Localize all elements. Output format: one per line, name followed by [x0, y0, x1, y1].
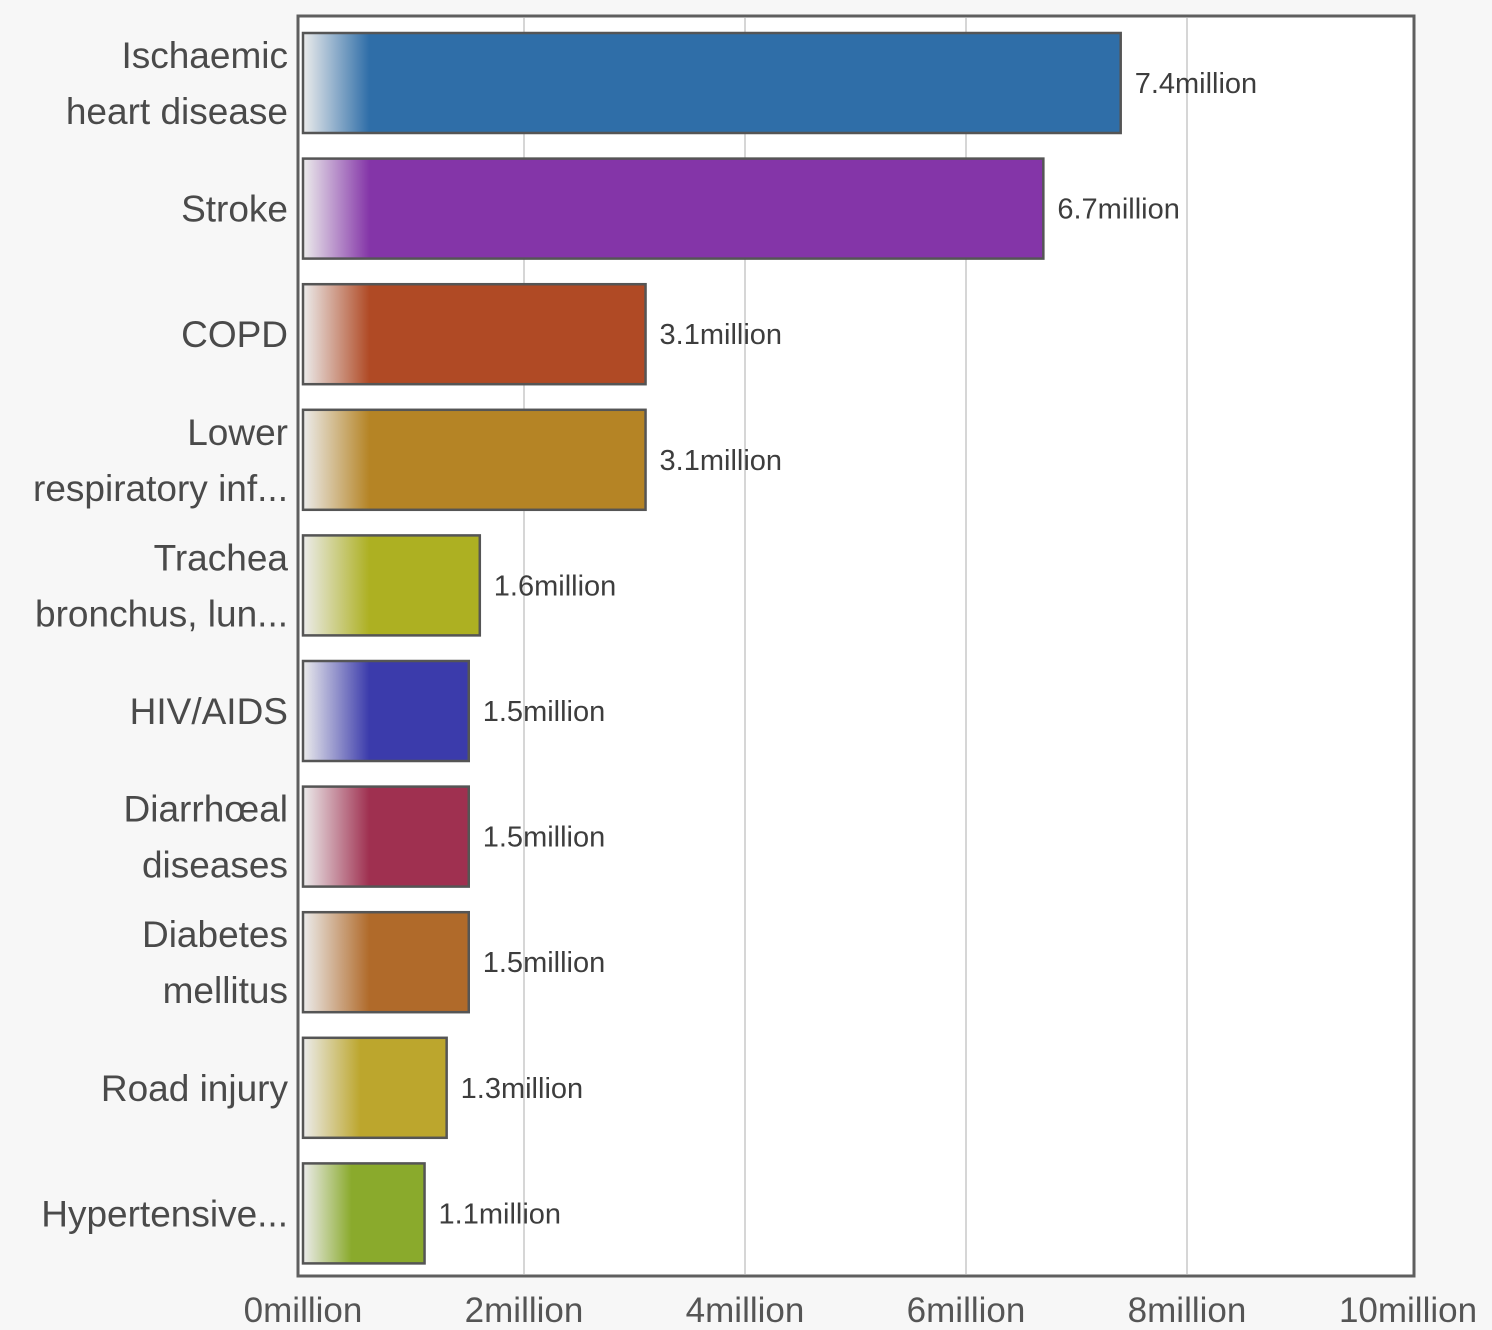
- bar-value-label: 7.4million: [1135, 68, 1258, 100]
- bar-value-label: 6.7million: [1057, 194, 1180, 226]
- bar-value-label: 1.6million: [494, 570, 617, 602]
- x-axis-tick-labels: 0million 2million 4million 6million 8million…: [244, 1291, 1477, 1330]
- bar-value-label: 1.3million: [461, 1073, 584, 1105]
- bar: [301, 31, 1122, 135]
- x-tick-label: 6million: [907, 1291, 1026, 1325]
- category-label: heart disease: [66, 91, 288, 132]
- bar-value-label: 1.5million: [483, 822, 606, 854]
- category-label: Lower: [187, 412, 288, 453]
- bar: [301, 1036, 448, 1140]
- category-label: Diabetes: [142, 914, 288, 955]
- category-label: COPD: [181, 314, 288, 355]
- category-labels: Ischaemic heart disease Stroke COPD Lower res…: [33, 35, 288, 1234]
- x-tick-label: 8million: [1128, 1291, 1247, 1325]
- bar-value-label: 1.1million: [439, 1198, 562, 1230]
- x-tick-label: 0million: [244, 1291, 363, 1325]
- bar-value-label: 1.5million: [483, 947, 606, 979]
- category-label: Hypertensive...: [41, 1193, 288, 1234]
- x-tick-label: 10million: [1339, 1291, 1477, 1325]
- x-tick-label: 2million: [465, 1291, 584, 1325]
- category-label: Road injury: [101, 1068, 289, 1109]
- bar-value-label: 3.1million: [660, 319, 783, 351]
- category-label: respiratory inf...: [33, 468, 288, 509]
- bar: [301, 408, 647, 512]
- bar-value-label: 1.5million: [483, 696, 606, 728]
- category-label: HIV/AIDS: [130, 691, 288, 732]
- category-label: diseases: [142, 845, 288, 886]
- category-label: bronchus, lun...: [35, 593, 288, 634]
- bar: [301, 282, 647, 386]
- bar: [301, 157, 1045, 260]
- category-label: Ischaemic: [121, 35, 288, 76]
- bar: [301, 534, 482, 637]
- bar: [301, 1162, 426, 1265]
- bar-value-label: 3.1million: [660, 445, 783, 477]
- bar: [301, 785, 470, 888]
- bar: [301, 659, 470, 763]
- x-tick-label: 4million: [686, 1291, 805, 1325]
- category-label: Stroke: [181, 189, 288, 230]
- category-label: Trachea: [154, 537, 289, 578]
- category-label: mellitus: [163, 970, 288, 1011]
- value-labels: 7.4million 6.7million 3.1million 3.1million…: [439, 68, 1258, 1230]
- category-label: Diarrhœal: [124, 789, 288, 830]
- bar: [301, 910, 470, 1014]
- bars: [301, 31, 1122, 1265]
- plot-frame: [296, 14, 1416, 1278]
